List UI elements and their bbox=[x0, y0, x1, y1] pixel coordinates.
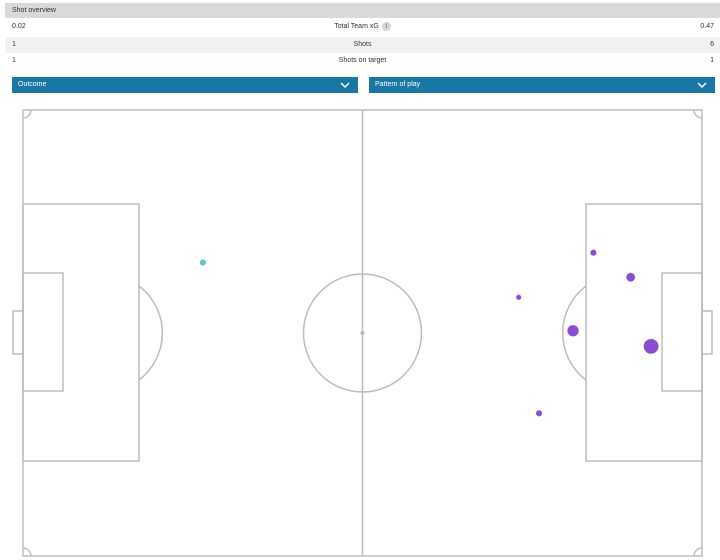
away-shots: 6 bbox=[710, 41, 714, 48]
right-goal bbox=[701, 310, 713, 355]
stat-row-shots: 1 Shots 6 bbox=[5, 37, 720, 53]
away-shot-marker[interactable] bbox=[643, 338, 659, 354]
right-six-yard-box bbox=[661, 272, 703, 392]
shot-overview-title: Shot overview bbox=[12, 7, 56, 14]
away-shot-marker[interactable] bbox=[626, 272, 636, 282]
left-goal bbox=[12, 310, 24, 355]
home-shots: 1 bbox=[12, 41, 16, 48]
left-penalty-arc bbox=[138, 285, 163, 381]
outcome-dropdown-label: Outcome bbox=[18, 81, 47, 88]
away-shot-marker[interactable] bbox=[567, 325, 579, 337]
pattern-of-play-dropdown-label: Pattern of play bbox=[375, 81, 421, 88]
left-six-yard-box bbox=[22, 272, 64, 392]
outcome-dropdown[interactable]: Outcome bbox=[12, 77, 358, 93]
right-penalty-arc bbox=[562, 285, 587, 381]
stat-label-wrap-xg: Total Team xG i bbox=[5, 19, 720, 35]
pattern-of-play-dropdown[interactable]: Pattern of play bbox=[369, 77, 715, 93]
centre-circle bbox=[302, 273, 423, 393]
stat-label-wrap-sot: Shots on target bbox=[5, 53, 720, 69]
home-shot-marker[interactable] bbox=[199, 259, 207, 266]
corner-arc-top-left bbox=[22, 109, 32, 119]
shots-layer bbox=[199, 249, 659, 417]
stat-row-shots-on-target: 1 Shots on target 1 bbox=[5, 53, 720, 69]
chevron-down-icon bbox=[340, 82, 350, 88]
corner-arc-bottom-right bbox=[693, 547, 703, 557]
stat-row-total-xg: 0.02 Total Team xG i 0.47 bbox=[5, 19, 720, 35]
home-shots-on-target: 1 bbox=[12, 57, 16, 64]
stat-label-shots-on-target: Shots on target bbox=[338, 57, 387, 64]
away-shot-marker[interactable] bbox=[590, 249, 597, 256]
chevron-down-icon bbox=[697, 82, 707, 88]
away-shot-marker[interactable] bbox=[535, 410, 543, 417]
centre-spot bbox=[360, 330, 365, 336]
shot-map bbox=[0, 100, 720, 560]
home-total-xg: 0.02 bbox=[12, 23, 26, 30]
pitch-svg bbox=[12, 109, 713, 557]
right-penalty-area bbox=[585, 203, 703, 462]
stat-label-shots: Shots bbox=[353, 41, 372, 48]
away-total-xg: 0.47 bbox=[700, 23, 714, 30]
stat-label-total-xg: Total Team xG bbox=[334, 23, 379, 30]
away-shot-marker[interactable] bbox=[516, 294, 522, 300]
left-penalty-area bbox=[22, 203, 140, 462]
stat-label-wrap-shots: Shots bbox=[5, 37, 720, 53]
corner-arc-bottom-left bbox=[22, 547, 32, 557]
pitch-lines bbox=[12, 109, 713, 557]
away-shots-on-target: 1 bbox=[710, 57, 714, 64]
info-icon[interactable]: i bbox=[381, 21, 391, 31]
shot-overview-header: Shot overview bbox=[5, 3, 720, 18]
corner-arc-top-right bbox=[693, 109, 703, 119]
